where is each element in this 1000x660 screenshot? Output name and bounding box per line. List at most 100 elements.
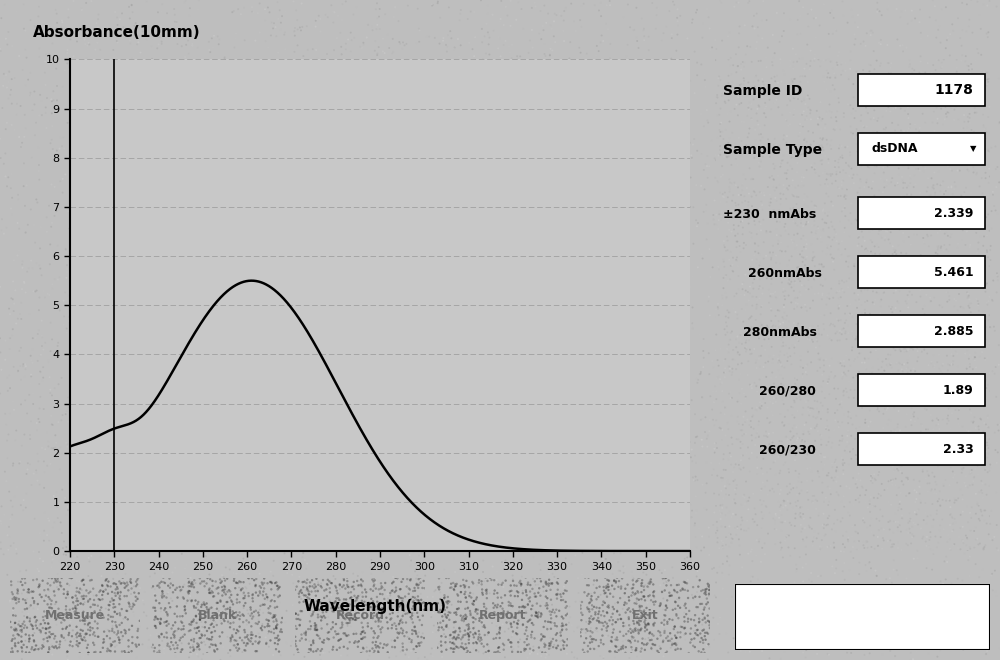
Point [429, 61, 445, 71]
Point [612, 566, 628, 576]
Point [14, 643, 30, 653]
Point [314, 612, 330, 622]
Point [607, 646, 623, 657]
Point [223, 316, 239, 327]
Point [219, 609, 235, 619]
Point [667, 459, 683, 470]
Point [253, 171, 269, 182]
Point [560, 300, 576, 310]
Point [890, 465, 906, 476]
Point [225, 599, 241, 610]
Point [267, 610, 283, 620]
Point [967, 622, 983, 633]
Point [960, 482, 976, 492]
Point [713, 117, 729, 128]
Point [549, 593, 565, 604]
Point [724, 393, 740, 403]
Point [424, 354, 440, 364]
Point [742, 466, 758, 477]
Point [641, 352, 657, 363]
Point [541, 649, 557, 660]
Point [893, 248, 909, 258]
Point [910, 385, 926, 396]
Point [578, 633, 594, 644]
Point [69, 622, 85, 632]
Point [260, 154, 276, 164]
Point [891, 442, 907, 452]
Point [847, 34, 863, 44]
Point [811, 409, 827, 419]
Point [655, 588, 671, 599]
Point [98, 541, 114, 551]
Point [642, 227, 658, 238]
Point [9, 625, 25, 636]
Point [721, 174, 737, 185]
Point [729, 434, 745, 444]
Point [912, 455, 928, 466]
Point [780, 267, 796, 278]
Point [697, 628, 713, 638]
Point [211, 405, 227, 416]
Point [704, 135, 720, 146]
Point [504, 632, 520, 642]
Point [921, 241, 937, 251]
Point [465, 352, 481, 363]
Point [877, 235, 893, 246]
Point [744, 412, 760, 422]
Point [689, 70, 705, 81]
Point [124, 620, 140, 631]
Point [777, 431, 793, 442]
Point [441, 357, 457, 368]
Point [875, 288, 891, 298]
Point [535, 643, 551, 653]
Point [701, 522, 717, 533]
Point [792, 508, 808, 518]
Point [243, 633, 259, 644]
Point [152, 618, 168, 629]
Point [160, 235, 176, 246]
Point [0, 152, 9, 163]
Point [41, 644, 57, 655]
Point [345, 613, 361, 624]
Point [950, 88, 966, 98]
Point [520, 616, 536, 627]
Point [755, 319, 771, 330]
Point [885, 474, 901, 484]
Point [982, 534, 998, 544]
Point [655, 637, 671, 647]
Point [123, 162, 139, 173]
Point [272, 626, 288, 637]
Point [821, 294, 837, 304]
Point [103, 270, 119, 280]
Point [402, 575, 418, 585]
Point [497, 490, 513, 501]
Point [975, 319, 991, 329]
Point [494, 598, 510, 609]
Point [308, 15, 324, 26]
Point [724, 591, 740, 602]
Point [912, 488, 928, 499]
Point [23, 350, 39, 361]
Point [886, 564, 902, 575]
Point [695, 638, 711, 648]
Point [591, 46, 607, 56]
Point [804, 211, 820, 222]
Point [743, 576, 759, 587]
Point [76, 591, 92, 601]
Point [220, 364, 236, 374]
Point [821, 191, 837, 202]
Point [384, 642, 400, 652]
Point [966, 473, 982, 483]
Point [959, 74, 975, 84]
Point [23, 416, 39, 427]
Point [370, 214, 386, 224]
Point [200, 573, 216, 583]
Point [255, 490, 271, 501]
Point [173, 528, 189, 539]
Point [316, 614, 332, 624]
Point [54, 527, 70, 538]
Point [826, 124, 842, 135]
Point [7, 638, 23, 649]
Point [938, 209, 954, 219]
Point [219, 533, 235, 544]
